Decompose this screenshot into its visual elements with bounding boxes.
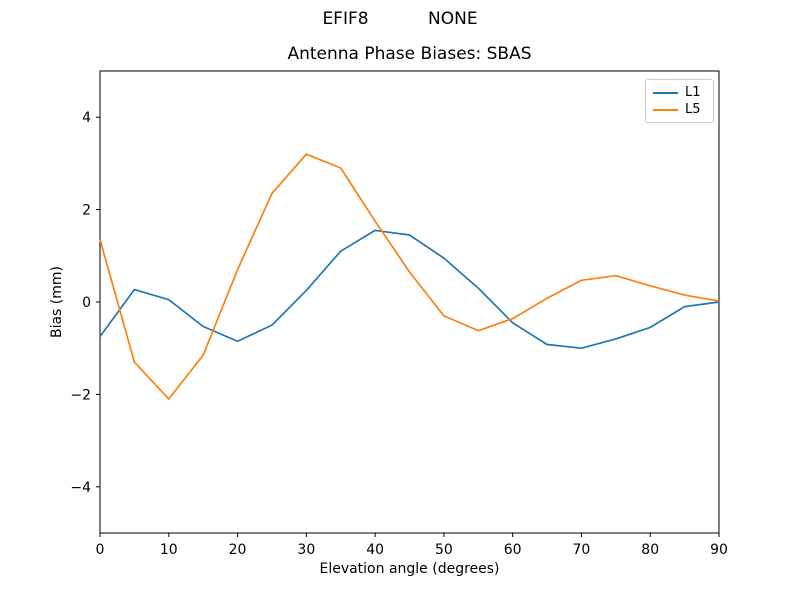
y-tick-label: −2 <box>70 387 91 403</box>
legend: L1 L5 <box>645 79 714 123</box>
x-tick-label: 10 <box>160 542 178 558</box>
series-line-L5 <box>99 153 720 400</box>
x-tick-label: 80 <box>641 542 659 558</box>
series-line-L1 <box>99 229 720 350</box>
y-tick-label: 0 <box>82 295 91 311</box>
legend-label: L1 <box>685 85 701 100</box>
x-axis-label: Elevation angle (degrees) <box>319 561 500 577</box>
x-tick-label: 30 <box>297 542 315 558</box>
x-tick-label: 60 <box>504 542 522 558</box>
legend-entry-L5: L5 <box>653 102 706 117</box>
legend-line-sample <box>653 108 678 111</box>
x-tick-label: 0 <box>96 542 105 558</box>
axes-frame <box>99 70 720 534</box>
x-tick-label: 20 <box>229 542 247 558</box>
x-tick-label: 90 <box>710 542 728 558</box>
y-tick-label: 4 <box>82 110 91 126</box>
y-tick-label: −4 <box>70 480 91 496</box>
legend-label: L5 <box>685 102 701 117</box>
axes-title: Antenna Phase Biases: SBAS <box>287 44 532 64</box>
y-tick-label: 2 <box>82 203 91 219</box>
y-axis-label: Bias (mm) <box>49 265 65 339</box>
legend-entry-L1: L1 <box>653 85 706 100</box>
figure-suptitle: EFIF8 NONE <box>322 9 478 29</box>
x-tick-label: 40 <box>366 542 384 558</box>
legend-line-sample <box>653 91 678 94</box>
x-tick-label: 70 <box>573 542 591 558</box>
x-tick-label: 50 <box>435 542 453 558</box>
